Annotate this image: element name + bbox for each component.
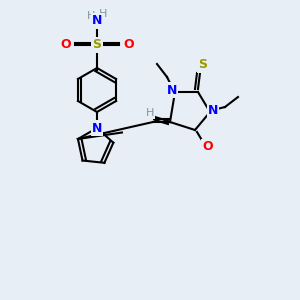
Text: H: H — [146, 108, 154, 118]
Text: O: O — [203, 140, 213, 154]
Text: H: H — [99, 9, 107, 19]
Text: S: S — [92, 38, 101, 52]
Text: O: O — [61, 38, 71, 52]
Text: N: N — [208, 103, 218, 116]
Text: N: N — [167, 83, 177, 97]
Text: H: H — [87, 11, 95, 21]
Text: N: N — [92, 122, 102, 134]
Text: N: N — [92, 14, 102, 28]
Text: S: S — [199, 58, 208, 71]
Text: N: N — [92, 122, 102, 134]
Text: O: O — [124, 38, 134, 52]
Text: H: H — [144, 109, 152, 119]
